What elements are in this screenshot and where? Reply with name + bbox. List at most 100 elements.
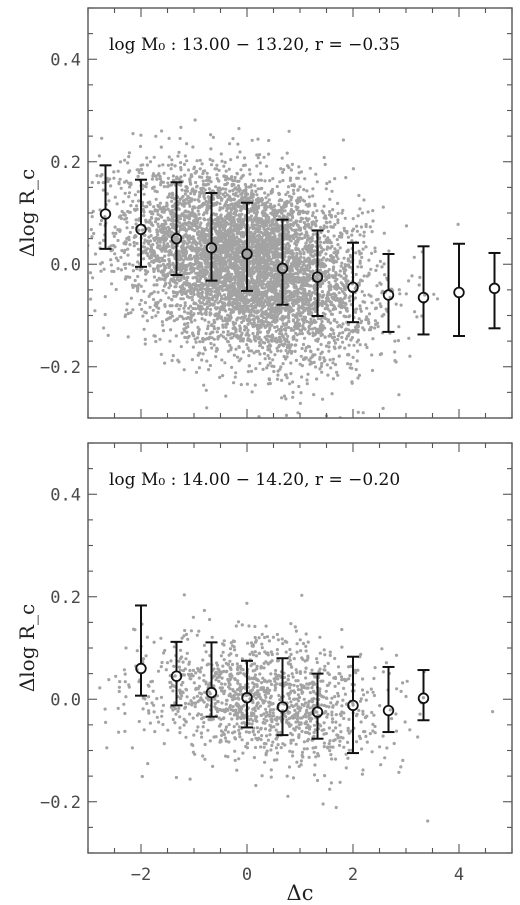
scatter-point	[321, 211, 325, 215]
scatter-point	[217, 168, 221, 172]
scatter-point	[275, 377, 280, 381]
scatter-point	[197, 195, 201, 199]
scatter-point	[188, 178, 192, 182]
scatter-point	[258, 161, 262, 165]
scatter-point	[289, 218, 293, 222]
scatter-point	[163, 264, 167, 268]
scatter-point	[268, 361, 272, 365]
scatter-point	[216, 243, 220, 247]
scatter-point	[264, 196, 268, 200]
scatter-point	[412, 255, 416, 259]
scatter-point	[166, 195, 170, 199]
scatter-point	[191, 241, 195, 245]
scatter-point	[187, 227, 191, 231]
scatter-point	[236, 201, 240, 205]
scatter-point	[247, 231, 251, 235]
scatter-point	[308, 273, 312, 277]
scatter-point	[131, 132, 135, 136]
scatter-point	[284, 228, 288, 232]
scatter-point	[298, 219, 302, 224]
scatter-point	[262, 227, 266, 231]
scatter-point	[137, 168, 141, 172]
scatter-point	[279, 167, 283, 171]
scatter-point	[335, 238, 339, 242]
scatter-point	[258, 323, 262, 327]
scatter-point	[244, 333, 248, 337]
scatter-point	[213, 167, 217, 171]
scatter-point	[168, 339, 172, 343]
scatter-point	[376, 297, 380, 301]
scatter-point	[277, 233, 281, 238]
scatter-point	[361, 247, 365, 251]
scatter-point	[387, 249, 391, 253]
scatter-point	[319, 265, 323, 269]
scatter-point	[137, 170, 141, 175]
scatter-point	[141, 163, 145, 167]
scatter-point	[58, 306, 61, 309]
scatter-point	[396, 339, 401, 343]
scatter-point	[199, 186, 203, 191]
scatter-point	[280, 378, 284, 382]
scatter-point	[188, 245, 192, 249]
scatter-point	[296, 411, 300, 415]
scatter-point	[328, 293, 333, 297]
scatter-point	[338, 269, 342, 273]
scatter-point	[328, 321, 333, 325]
scatter-point	[270, 251, 275, 255]
scatter-point	[363, 300, 367, 304]
scatter-point	[292, 328, 296, 332]
scatter-point	[320, 361, 324, 366]
scatter-point	[340, 235, 344, 239]
scatter-point	[250, 220, 254, 225]
scatter-point	[10, 181, 13, 184]
scatter-point	[113, 225, 117, 229]
scatter-point	[139, 167, 144, 171]
scatter-point	[370, 230, 374, 234]
scatter-point	[270, 364, 274, 368]
scatter-point	[212, 271, 216, 275]
scatter-point	[185, 330, 189, 334]
scatter-point	[289, 208, 293, 212]
scatter-point	[202, 202, 206, 206]
scatter-point	[359, 225, 363, 229]
scatter-point	[252, 262, 256, 266]
scatter-point	[156, 238, 160, 242]
scatter-point	[282, 394, 287, 398]
scatter-point	[109, 258, 113, 262]
scatter-point	[394, 360, 398, 364]
scatter-point	[326, 341, 331, 345]
scatter-point	[178, 314, 182, 318]
scatter-point	[252, 351, 256, 355]
scatter-point	[134, 218, 138, 222]
scatter-point	[155, 241, 159, 245]
scatter-point	[127, 191, 132, 195]
scatter-point	[336, 201, 340, 205]
scatter-point	[321, 397, 325, 401]
scatter-point	[293, 275, 298, 280]
scatter-point	[166, 163, 170, 167]
scatter-point	[354, 251, 358, 255]
scatter-point	[318, 268, 322, 272]
scatter-point	[179, 297, 183, 301]
scatter-point	[226, 339, 230, 344]
scatter-point	[283, 209, 287, 213]
scatter-point	[116, 267, 120, 271]
scatter-point	[326, 373, 330, 377]
scatter-point	[306, 222, 311, 226]
scatter-point	[214, 355, 218, 359]
scatter-point	[190, 189, 194, 193]
scatter-point	[268, 271, 272, 275]
scatter-point	[257, 340, 262, 345]
scatter-point	[231, 233, 236, 237]
scatter-point	[379, 304, 383, 308]
scatter-point	[90, 235, 94, 239]
scatter-point	[257, 221, 261, 225]
scatter-point	[241, 189, 245, 193]
scatter-point	[127, 151, 131, 155]
scatter-point	[301, 342, 306, 347]
scatter-point	[136, 174, 140, 178]
scatter-point	[160, 320, 164, 324]
scatter-point	[240, 204, 244, 209]
scatter-point	[143, 238, 147, 242]
scatter-point	[269, 310, 273, 314]
